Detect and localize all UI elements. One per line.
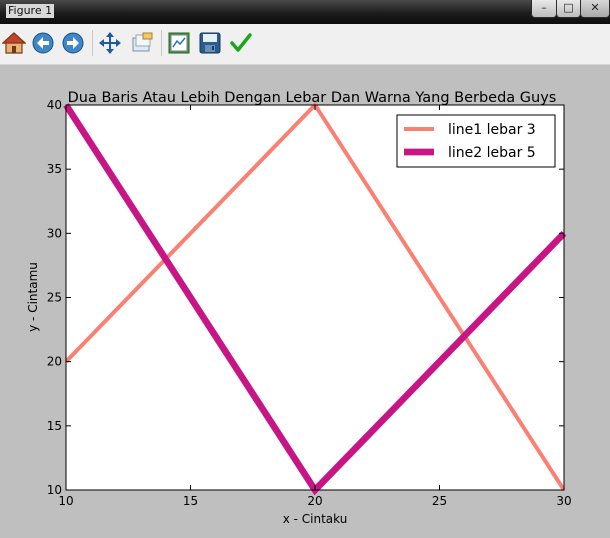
- configure-subplots-icon: [168, 32, 190, 54]
- close-button[interactable]: ✕: [580, 0, 610, 18]
- y-tick-label: 10: [47, 483, 62, 497]
- y-tick-label: 30: [47, 226, 62, 240]
- window-title-bar: Figure 1 – □ ✕: [0, 0, 610, 24]
- window-title: Figure 1: [6, 4, 55, 18]
- legend-label: line2 lebar 5: [448, 145, 536, 161]
- x-tick-label: 10: [58, 494, 73, 508]
- x-tick-label: 20: [307, 494, 322, 508]
- close-icon: ✕: [590, 1, 600, 14]
- y-tick-label: 20: [47, 355, 62, 369]
- pan-move-icon: [99, 32, 121, 54]
- minimize-button[interactable]: –: [531, 0, 557, 18]
- x-tick-label: 30: [556, 494, 571, 508]
- forward-button[interactable]: [59, 29, 87, 57]
- legend-box: [396, 114, 556, 168]
- y-tick-label: 15: [47, 419, 62, 433]
- save-floppy-icon: [199, 32, 221, 54]
- x-tick-label: 15: [183, 494, 198, 508]
- save-button[interactable]: [196, 29, 224, 57]
- line-chart: 10 15 20 25 30 10 15 20 25 30 35 40 Dua Baris Atau …: [26, 90, 572, 526]
- minimize-icon: –: [541, 1, 547, 14]
- edit-parameters-button[interactable]: [227, 29, 255, 57]
- zoom-rectangle-icon: [132, 32, 153, 52]
- legend: line1 lebar 3 line2 lebar 5: [396, 114, 556, 168]
- maximize-button[interactable]: □: [556, 0, 581, 18]
- back-arrow-icon: [32, 32, 54, 54]
- checkmark-icon: [230, 33, 252, 52]
- y-tick-label: 35: [47, 162, 62, 176]
- y-axis-label: y - Cintamu: [26, 262, 40, 332]
- toolbar-separator: [92, 30, 93, 56]
- configure-subplots-button[interactable]: [165, 29, 193, 57]
- home-button[interactable]: [0, 29, 28, 57]
- x-axis-label: x - Cintaku: [283, 512, 348, 526]
- legend-label: line1 lebar 3: [448, 122, 536, 138]
- figure-canvas: 10 15 20 25 30 10 15 20 25 30 35 40 Dua Baris Atau …: [0, 65, 610, 534]
- forward-arrow-icon: [62, 32, 84, 54]
- y-tick-label: 40: [47, 98, 62, 112]
- maximize-icon: □: [563, 1, 574, 14]
- plot-area: [66, 105, 564, 490]
- y-tick-label: 25: [47, 291, 62, 305]
- home-icon: [2, 32, 26, 54]
- x-tick-label: 25: [432, 494, 447, 508]
- navigation-toolbar: [0, 24, 610, 65]
- pan-button[interactable]: [96, 29, 124, 57]
- zoom-button[interactable]: [128, 29, 156, 57]
- toolbar-separator: [161, 30, 162, 56]
- back-button[interactable]: [29, 29, 57, 57]
- chart-title: Dua Baris Atau Lebih Dengan Lebar Dan Wa…: [68, 90, 557, 106]
